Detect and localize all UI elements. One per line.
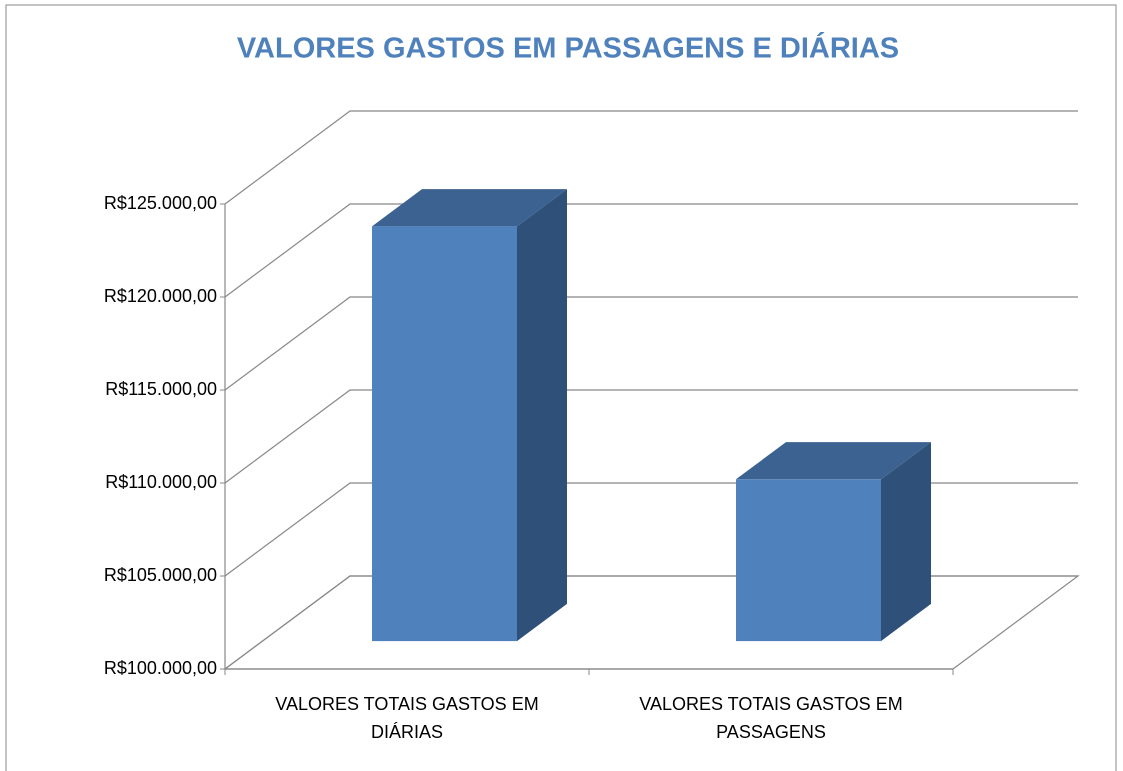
grid-line	[224, 110, 1078, 205]
bar-top	[736, 442, 931, 480]
y-tick-label: R$115.000,00	[105, 379, 217, 399]
y-tick-label: R$110.000,00	[105, 472, 217, 492]
y-tick-label: R$125.000,00	[104, 193, 217, 213]
bar-top	[372, 189, 567, 227]
x-tick-label: VALORES TOTAIS GASTOS EM PASSAGENS	[639, 694, 903, 742]
bar-side	[517, 189, 567, 642]
x-tick-label: VALORES TOTAIS GASTOS EM DIÁRIAS	[275, 694, 539, 742]
y-tick-label: R$100.000,00	[104, 658, 217, 678]
bar	[372, 226, 517, 642]
grid-line	[224, 203, 1078, 298]
bar-side	[881, 442, 931, 642]
grid-line	[224, 389, 1078, 484]
bar	[736, 479, 881, 642]
y-tick-label: R$105.000,00	[104, 565, 217, 585]
y-tick-label: R$120.000,00	[104, 286, 217, 306]
chart-title: VALORES GASTOS EM PASSAGENS E DIÁRIAS	[237, 31, 899, 65]
grid-line	[224, 296, 1078, 391]
